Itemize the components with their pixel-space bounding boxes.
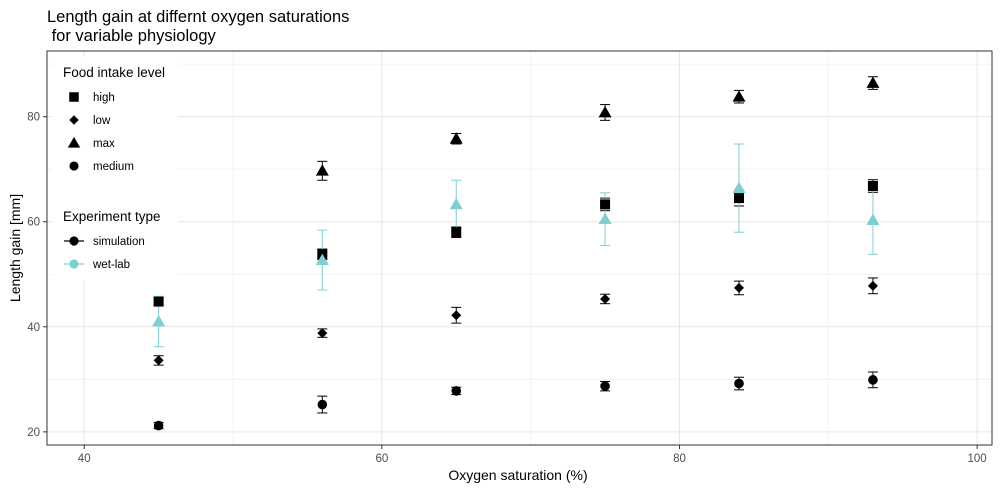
data-point-simulation-max [732, 90, 746, 102]
legend-key-low [69, 115, 79, 125]
x-tick-label: 40 [78, 453, 91, 465]
x-tick-label: 60 [375, 453, 388, 465]
data-point-simulation-low [600, 293, 611, 304]
shape-legend-title: Food intake level [63, 65, 165, 80]
data-point-simulation-medium [317, 399, 328, 410]
data-point-simulation-medium [451, 386, 462, 396]
y-tick-label: 40 [27, 322, 40, 334]
shape-legend: high low max medium [67, 92, 134, 173]
data-point-simulation-medium [734, 378, 744, 389]
data-point-simulation-medium [868, 375, 878, 385]
x-tick-label: 100 [968, 453, 987, 465]
data-point-wet-lab-max [732, 181, 746, 193]
x-tick-label: 80 [673, 453, 686, 465]
data-point-simulation-medium [600, 381, 610, 391]
data-point-simulation-high [734, 193, 745, 204]
legend-label-high: high [93, 92, 115, 104]
data-point-simulation-max [449, 132, 463, 144]
data-point-wet-lab-max [315, 253, 329, 265]
grid [47, 51, 992, 445]
legend-key-high [69, 92, 79, 102]
data-point-simulation-low [734, 282, 745, 293]
legend-key-max [67, 136, 81, 148]
data-point-simulation-low [867, 280, 878, 291]
data-point-simulation-max [866, 76, 880, 88]
chart-title-line-2: for variable physiology [47, 27, 217, 45]
x-axis-title: Oxygen saturation (%) [448, 467, 587, 483]
data-point-simulation-low [317, 328, 328, 339]
y-tick-label: 60 [27, 217, 40, 229]
data-point-simulation-medium [153, 420, 164, 431]
legend-label-max: max [93, 138, 115, 150]
data-point-wet-lab-max [866, 213, 880, 226]
color-legend-title: Experiment type [63, 209, 161, 224]
plot-marks [152, 76, 880, 431]
axis-ticks: 40 60 80 100 20 40 60 80 [27, 112, 987, 465]
data-point-simulation-low [153, 355, 164, 366]
legend-label-medium: medium [93, 161, 134, 173]
legend-label-wet-lab: wet-lab [92, 259, 130, 271]
data-point-simulation-high [451, 227, 462, 238]
data-point-wet-lab-max [449, 197, 463, 210]
legend-label-low: low [93, 115, 111, 127]
data-point-simulation-max [598, 105, 612, 118]
y-axis-title: Length gain [mm] [7, 194, 23, 302]
data-point-simulation-high [153, 296, 164, 307]
data-point-simulation-high [867, 181, 878, 192]
legend-key-medium [69, 161, 79, 171]
y-tick-label: 20 [27, 427, 40, 439]
data-point-simulation-high [600, 199, 611, 210]
legend-key-point-simulation [69, 236, 79, 246]
y-tick-label: 80 [27, 112, 40, 124]
color-legend: simulation wet-lab [64, 236, 145, 271]
panel-border [46, 50, 993, 446]
data-point-simulation-low [451, 310, 462, 321]
chart-title-line-1: Length gain at differnt oxygen saturatio… [47, 8, 349, 26]
legend-label-simulation: simulation [93, 236, 145, 248]
data-point-wet-lab-max [598, 212, 612, 224]
data-point-wet-lab-max [152, 315, 166, 327]
data-point-simulation-max [315, 164, 329, 176]
legend-key-point-wet-lab [69, 259, 79, 269]
